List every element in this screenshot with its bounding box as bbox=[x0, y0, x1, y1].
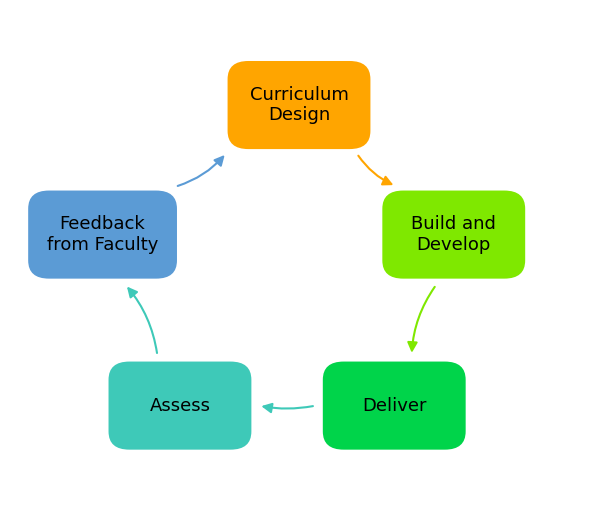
Text: Deliver: Deliver bbox=[362, 396, 426, 415]
Text: Feedback
from Faculty: Feedback from Faculty bbox=[47, 215, 158, 254]
Text: Assess: Assess bbox=[150, 396, 210, 415]
FancyBboxPatch shape bbox=[108, 362, 251, 450]
FancyBboxPatch shape bbox=[382, 191, 525, 279]
FancyBboxPatch shape bbox=[228, 61, 370, 149]
FancyBboxPatch shape bbox=[323, 362, 466, 450]
FancyBboxPatch shape bbox=[28, 191, 177, 279]
Text: Curriculum
Design: Curriculum Design bbox=[249, 85, 349, 125]
Text: Build and
Develop: Build and Develop bbox=[411, 215, 496, 254]
